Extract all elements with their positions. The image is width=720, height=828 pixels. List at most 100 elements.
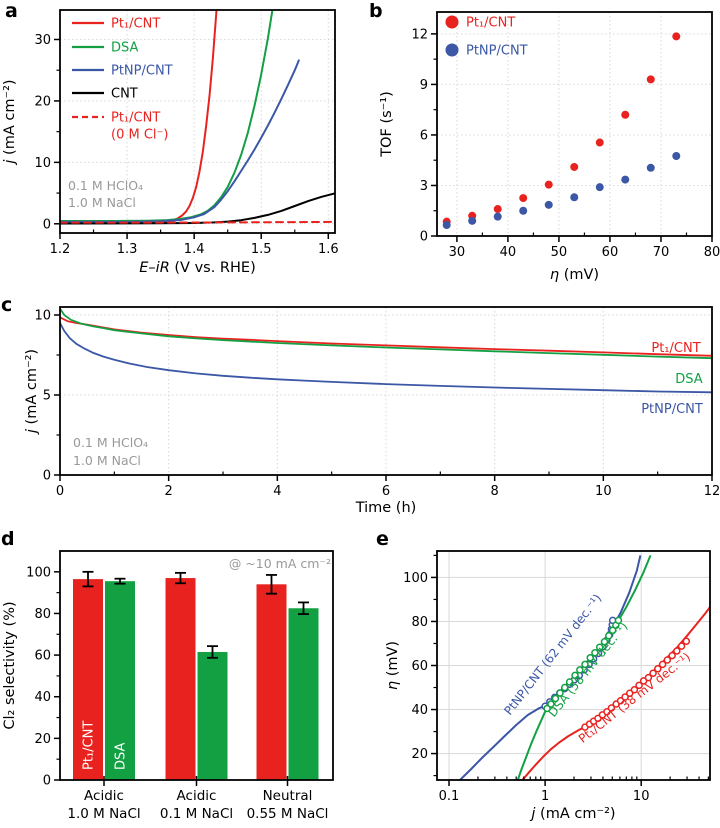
x-tick-label: 80 — [704, 245, 720, 260]
bar-Pt₁/CNT-2 — [256, 584, 287, 780]
y-axis-title: η (mV) — [385, 641, 401, 690]
category-label: 1.0 M NaCl — [67, 806, 140, 822]
legend-label: Pt₁/CNT — [466, 16, 515, 31]
y-tick-label: 3 — [420, 179, 428, 194]
data-point-PtNP/CNT — [519, 206, 528, 215]
x-tick-label: 40 — [500, 245, 517, 260]
series-label-DSA: DSA — [675, 372, 703, 387]
tafel-marker-Pt₁/CNT — [635, 681, 643, 690]
bar-label-DSA: DSA — [114, 742, 129, 770]
panel-a: 1.2 1.3 1.4 1.5 1.6 0 10 20 30 E–iR (V vs. RHE) j … — [2, 9, 339, 276]
bar-DSA-1 — [197, 651, 228, 780]
curve-DSA — [60, 307, 712, 360]
data-point-Pt₁/CNT — [544, 180, 553, 189]
y-tick-label: 30 — [34, 33, 51, 48]
x-axis-title: j (mA cm⁻²) — [529, 806, 615, 822]
y-tick-label: 9 — [420, 78, 428, 93]
data-point-PtNP/CNT — [468, 216, 477, 225]
x-tick-label: 60 — [602, 245, 619, 260]
category-label: Acidic — [177, 788, 217, 804]
y-tick-label: 0 — [43, 217, 51, 232]
legend-label: Pt₁/CNT — [111, 17, 160, 32]
panel-a-letter: a — [5, 0, 18, 22]
panel-a-plot-area — [60, 10, 335, 225]
panel-b-frame — [436, 11, 713, 237]
x-tick-label: 1.2 — [50, 242, 71, 257]
panel-c: 0 2 4 6 8 10 12 0 5 10 Time (h) j (mA cm⁻²) 0.1 M HC… — [24, 306, 720, 516]
tafel-marker-DSA — [556, 689, 564, 697]
data-point-PtNP/CNT — [621, 175, 630, 184]
tafel-marker-DSA — [586, 654, 594, 662]
bar-Pt₁/CNT-1 — [165, 578, 196, 780]
tafel-marker-DSA — [576, 666, 584, 674]
y-axis-title: Cl₂ selectivity (%) — [2, 601, 18, 729]
tafel-marker-Pt₁/CNT — [677, 642, 686, 650]
tafel-marker-Pt₁/CNT — [607, 704, 616, 712]
panel-d-plot-area — [73, 578, 319, 780]
category-label: Neutral — [263, 788, 313, 804]
data-point-PtNP/CNT — [442, 221, 451, 230]
category-label: Acidic — [84, 788, 124, 804]
x-tick-label: 1.5 — [251, 242, 272, 257]
x-tick-label: 10 — [633, 789, 650, 804]
x-tick-label: 8 — [491, 484, 499, 499]
tafel-marker-DSA — [605, 632, 613, 640]
data-point-Pt₁/CNT — [595, 138, 604, 147]
y-axis-title: j (mA cm⁻²) — [24, 349, 40, 435]
x-axis-title: η (mV) — [550, 267, 599, 283]
note-text: 1.0 M NaCl — [68, 195, 136, 210]
x-tick-label: 0 — [56, 484, 64, 499]
x-axis-title: Time (h) — [355, 500, 417, 516]
panel-b-letter: b — [369, 0, 383, 22]
series-label-PtNP/CNT: PtNP/CNT — [641, 402, 703, 417]
panel-b: 30 40 50 60 70 80 0 3 6 9 12 η (mV) TOF (s⁻¹) Pt₁/CNT… — [379, 11, 720, 283]
y-tick-label: 10 — [34, 309, 51, 324]
panel-c-plot-area — [60, 307, 712, 394]
panel-e: PtNP/CNT (62 mV dec.⁻¹)DSA (58 mV dec.⁻¹… — [385, 550, 711, 822]
data-point-Pt₁/CNT — [519, 194, 528, 203]
y-tick-label: 40 — [411, 703, 428, 718]
x-tick-label: 50 — [551, 245, 568, 260]
tafel-marker-Pt₁/CNT — [649, 669, 657, 677]
error-bar-DSA-2 — [298, 601, 309, 615]
tafel-marker-Pt₁/CNT — [644, 673, 653, 682]
bar-DSA-0 — [105, 581, 135, 780]
data-point-Pt₁/CNT — [621, 110, 630, 119]
tafel-marker-DSA — [600, 637, 609, 646]
x-tick-label: 10 — [595, 484, 612, 499]
tafel-marker-DSA — [547, 700, 555, 708]
series-label-Pt₁/CNT: Pt₁/CNT — [651, 341, 700, 356]
x-tick-label: 2 — [165, 484, 173, 499]
legend-label: (0 M Cl⁻) — [111, 128, 168, 143]
y-tick-label: 40 — [34, 690, 51, 705]
y-tick-label: 20 — [34, 94, 51, 109]
tafel-marker-DSA — [591, 648, 599, 657]
note-text: 1.0 M NaCl — [73, 453, 141, 468]
tafel-marker-Pt₁/CNT — [630, 685, 639, 694]
x-tick-label: 1.4 — [184, 242, 205, 257]
data-point-Pt₁/CNT — [672, 32, 681, 41]
data-point-PtNP/CNT — [544, 200, 553, 209]
data-point-PtNP/CNT — [493, 212, 502, 221]
x-tick-label: 6 — [382, 484, 390, 499]
tafel-marker-DSA — [565, 678, 574, 686]
panel-d: Pt₁/CNT DSA Acidic 1.0 M NaCl Acidic 0.1 M Na… — [2, 550, 334, 822]
tafel-marker-Pt₁/CNT — [668, 651, 676, 660]
y-tick-label: 100 — [26, 565, 51, 580]
x-tick-label: 1.3 — [117, 242, 138, 257]
tafel-marker-Pt₁/CNT — [621, 693, 629, 701]
legend-label: Pt₁/CNT — [111, 111, 160, 126]
error-bar-DSA-0 — [114, 577, 126, 585]
legend-dot-PtNP/CNT — [445, 43, 459, 57]
tafel-marker-Pt₁/CNT — [639, 677, 648, 685]
x-tick-label: 0.1 — [439, 789, 460, 804]
panel-c-letter: c — [1, 294, 13, 316]
data-point-Pt₁/CNT — [570, 162, 579, 171]
tafel-marker-Pt₁/CNT — [625, 689, 634, 697]
bar-Pt₁/CNT-0 — [73, 579, 103, 780]
error-bar-DSA-1 — [207, 645, 218, 659]
data-point-Pt₁/CNT — [493, 205, 502, 214]
y-tick-label: 0 — [43, 469, 51, 484]
y-tick-label: 12 — [411, 27, 428, 42]
